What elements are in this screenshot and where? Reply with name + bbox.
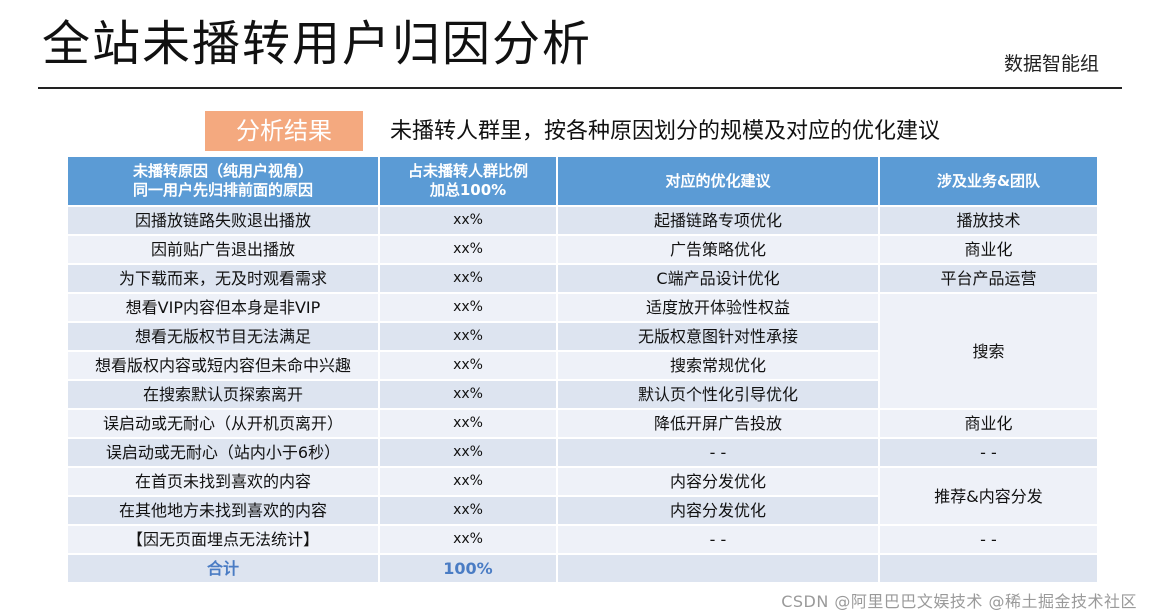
total-label: 合计 xyxy=(66,553,380,584)
ratio-cell: xx% xyxy=(378,408,558,439)
table-header-row: 未播转原因（纯用户视角） 同一用户先归排前面的原因 占未播转人群比例 加总100… xyxy=(66,155,1099,207)
reason-cell: 误启动或无耐心（从开机页离开） xyxy=(66,408,380,439)
suggestion-cell: - - xyxy=(556,524,880,555)
table-total-row: 合计 100% xyxy=(66,553,1099,584)
suggestion-cell: 内容分发优化 xyxy=(556,466,880,497)
header-reason-line1: 未播转原因（纯用户视角） xyxy=(132,162,313,180)
header-ratio-line2: 加总100% xyxy=(429,181,507,199)
reason-cell: 想看无版权节目无法满足 xyxy=(66,321,380,352)
reason-cell: 在其他地方未找到喜欢的内容 xyxy=(66,495,380,526)
table-row: 想看无版权节目无法满足 xx% 无版权意图针对性承接 xyxy=(66,321,1098,352)
table-row: 在首页未找到喜欢的内容 xx% 内容分发优化 推荐&内容分发 xyxy=(66,466,1099,526)
suggestion-cell: 内容分发优化 xyxy=(556,495,880,526)
section-subtitle: 未播转人群里，按各种原因划分的规模及对应的优化建议 xyxy=(390,119,941,144)
reason-cell: 在首页未找到喜欢的内容 xyxy=(66,466,380,497)
team-cell: 商业化 xyxy=(878,234,1099,265)
page-title: 全站未播转用户归因分析 xyxy=(42,16,593,72)
ratio-cell: xx% xyxy=(378,292,558,323)
reason-cell: 在搜索默认页探索离开 xyxy=(66,379,380,410)
table-row: 在其他地方未找到喜欢的内容 xx% 内容分发优化 xyxy=(66,495,1098,526)
ratio-cell: xx% xyxy=(378,234,558,265)
table-row: 因播放链路失败退出播放 xx% 起播链路专项优化 播放技术 xyxy=(66,205,1099,236)
reason-cell: 【因无页面埋点无法统计】 xyxy=(66,524,380,555)
table-row: 误启动或无耐心（从开机页离开） xx% 降低开屏广告投放 商业化 xyxy=(66,408,1099,439)
suggestion-cell: - - xyxy=(556,437,880,468)
ratio-cell: xx% xyxy=(378,524,558,555)
ratio-cell: xx% xyxy=(378,437,558,468)
header-suggestion: 对应的优化建议 xyxy=(556,155,880,207)
table-row: 因前贴广告退出播放 xx% 广告策略优化 商业化 xyxy=(66,234,1099,265)
header-ratio: 占未播转人群比例 加总100% xyxy=(378,155,558,207)
suggestion-cell: 默认页个性化引导优化 xyxy=(556,379,880,410)
attribution-table: 未播转原因（纯用户视角） 同一用户先归排前面的原因 占未播转人群比例 加总100… xyxy=(66,155,1099,584)
header-reason-line2: 同一用户先归排前面的原因 xyxy=(132,181,313,199)
reason-cell: 为下载而来，无及时观看需求 xyxy=(66,263,380,294)
ratio-cell: xx% xyxy=(378,495,558,526)
ratio-cell: xx% xyxy=(378,350,558,381)
reason-cell: 因播放链路失败退出播放 xyxy=(66,205,380,236)
ratio-cell: xx% xyxy=(378,466,558,497)
table-row: 想看版权内容或短内容但未命中兴趣 xx% 搜索常规优化 xyxy=(66,350,1098,381)
ratio-cell: xx% xyxy=(378,379,558,410)
suggestion-cell: 广告策略优化 xyxy=(556,234,880,265)
team-cell-merged: 推荐&内容分发 xyxy=(878,466,1099,526)
header-ratio-line1: 占未播转人群比例 xyxy=(407,162,528,180)
table-row: 在搜索默认页探索离开 xx% 默认页个性化引导优化 xyxy=(66,379,1098,410)
table-row: 想看VIP内容但本身是非VIP xx% 适度放开体验性权益 搜索 xyxy=(66,292,1099,410)
table-row: 【因无页面埋点无法统计】 xx% - - - - xyxy=(66,524,1099,555)
reason-cell: 想看VIP内容但本身是非VIP xyxy=(66,292,380,323)
reason-cell: 想看版权内容或短内容但未命中兴趣 xyxy=(66,350,380,381)
suggestion-cell: 起播链路专项优化 xyxy=(556,205,880,236)
ratio-cell: xx% xyxy=(378,321,558,352)
suggestion-cell: 适度放开体验性权益 xyxy=(556,292,880,323)
total-ratio: 100% xyxy=(378,553,558,584)
reason-cell: 因前贴广告退出播放 xyxy=(66,234,380,265)
table-row: 为下载而来，无及时观看需求 xx% C端产品设计优化 平台产品运营 xyxy=(66,263,1099,294)
total-empty-cell xyxy=(556,553,880,584)
team-cell: 播放技术 xyxy=(878,205,1099,236)
watermark: CSDN @阿里巴巴文娱技术 @稀土掘金技术社区 xyxy=(781,592,1137,611)
team-cell: - - xyxy=(878,437,1099,468)
suggestion-cell: 降低开屏广告投放 xyxy=(556,408,880,439)
team-cell: 商业化 xyxy=(878,408,1099,439)
suggestion-cell: 无版权意图针对性承接 xyxy=(556,321,880,352)
org-label: 数据智能组 xyxy=(1003,53,1099,75)
header-team: 涉及业务&团队 xyxy=(878,155,1099,207)
team-cell: - - xyxy=(878,524,1099,555)
team-cell-merged: 搜索 xyxy=(878,292,1099,410)
total-empty-cell xyxy=(878,553,1099,584)
reason-cell: 误启动或无耐心（站内小于6秒） xyxy=(66,437,380,468)
suggestion-cell: C端产品设计优化 xyxy=(556,263,880,294)
ratio-cell: xx% xyxy=(378,205,558,236)
header-reason: 未播转原因（纯用户视角） 同一用户先归排前面的原因 xyxy=(66,155,380,207)
table-row: 误启动或无耐心（站内小于6秒） xx% - - - - xyxy=(66,437,1099,468)
section-badge: 分析结果 xyxy=(205,111,363,151)
suggestion-cell: 搜索常规优化 xyxy=(556,350,880,381)
title-divider xyxy=(38,87,1122,89)
ratio-cell: xx% xyxy=(378,263,558,294)
team-cell: 平台产品运营 xyxy=(878,263,1099,294)
